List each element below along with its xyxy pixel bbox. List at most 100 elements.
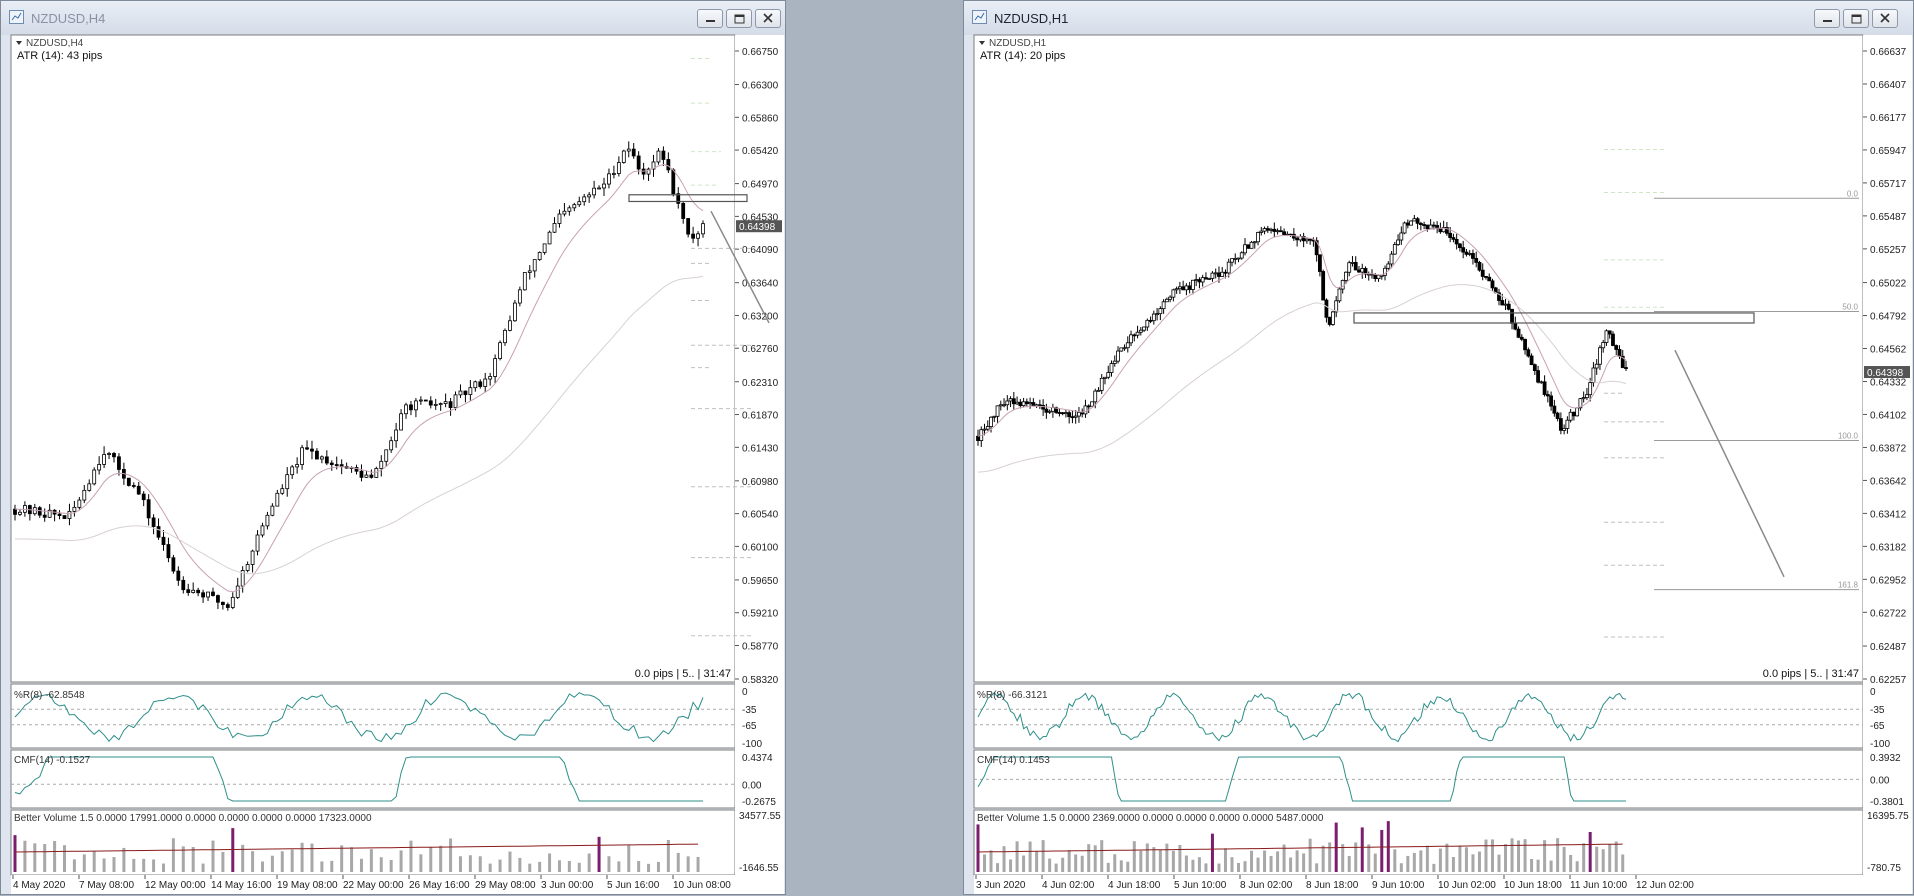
price-tick-label: 0.64970 [742, 180, 779, 191]
candle-body [1396, 239, 1400, 245]
price-tick-label: 0.62487 [1870, 642, 1907, 653]
volume-bar [1393, 849, 1397, 872]
volume-bar [1510, 838, 1514, 872]
price-chart-h1[interactable]: 0.66637 0.66407 0.66177 0.65947 0.65717 0.654… [964, 1, 1914, 896]
volume-bar [1517, 840, 1521, 872]
minimize-button[interactable] [1814, 9, 1840, 28]
time-tick-label: 22 May 00:00 [343, 880, 404, 891]
candle-body [1474, 258, 1479, 263]
price-tick-label: 0.63182 [1870, 542, 1907, 553]
current-price-tag [736, 220, 782, 233]
volume-bar [350, 847, 354, 872]
wr-tick-label: -35 [742, 705, 757, 716]
volume-bar [1608, 843, 1612, 872]
volume-bar [1497, 854, 1501, 872]
chart-window-icon [972, 10, 987, 24]
candle-body [1438, 228, 1443, 233]
candle-body [1057, 412, 1062, 414]
volume-bar [458, 856, 462, 872]
volume-bar [1543, 840, 1547, 872]
volume-bar [1328, 842, 1332, 872]
volume-bar [43, 844, 47, 872]
minimize-button[interactable] [697, 9, 723, 28]
volume-bar [1308, 838, 1312, 872]
volume-bar [557, 860, 561, 872]
volume-bar [676, 852, 680, 872]
candle-body [1532, 364, 1537, 371]
candle-body [255, 534, 260, 552]
candle-body [1220, 271, 1225, 277]
candle-body [686, 218, 691, 235]
fib-level-label: 100.0 [1838, 432, 1859, 441]
volume-bar [399, 850, 403, 872]
candle-body [1467, 253, 1472, 255]
price-tick-label: 0.64090 [742, 245, 779, 256]
candle-body [1562, 427, 1567, 431]
candle-body [612, 173, 616, 175]
volume-bar [1412, 852, 1416, 872]
candle-body [1011, 398, 1016, 405]
candle-body [1585, 394, 1589, 398]
candle-body [448, 401, 453, 409]
time-tick-label: 12 May 00:00 [145, 880, 206, 891]
volume-bar [528, 863, 532, 872]
candle-body [1236, 257, 1241, 260]
window-title: NZDUSD,H4 [31, 11, 106, 26]
candle-body [1571, 411, 1576, 417]
time-tick-label: 10 Jun 02:00 [1438, 880, 1496, 891]
candle-body [1620, 355, 1625, 368]
candle-body [1021, 401, 1026, 407]
fib-level-label: 50.0 [1842, 303, 1858, 312]
volume-bar [1562, 846, 1566, 872]
candle-body [404, 404, 408, 415]
restore-button[interactable] [726, 9, 752, 28]
price-chart-h4[interactable]: 0.66750 0.66300 0.65860 0.65420 0.64970 0.645… [1, 1, 787, 896]
cmf-tick-label: -0.2675 [742, 797, 776, 808]
candle-body [428, 400, 433, 406]
candle-body [1028, 402, 1033, 405]
volume-bar [132, 858, 136, 872]
chart-window-h1[interactable]: NZDUSD,H1 0.66637 0.66407 0.66177 0.65947 0.… [963, 0, 1914, 895]
title-bar[interactable]: NZDUSD,H1 [964, 1, 1913, 35]
candle-body [1347, 262, 1352, 273]
candle-body [1458, 243, 1462, 249]
close-button[interactable] [1872, 9, 1898, 28]
volume-bar [1035, 851, 1039, 872]
candle-body [1217, 272, 1221, 277]
cmf-pane [10, 749, 736, 809]
candle-body [537, 252, 542, 260]
close-button[interactable] [755, 9, 781, 28]
candle-body [285, 474, 290, 490]
projection-trendline [1674, 349, 1785, 578]
volume-bar [1048, 858, 1052, 872]
volume-bar [989, 850, 993, 872]
candle-body [161, 536, 166, 545]
candle-body [1060, 412, 1065, 415]
candle-body [1519, 336, 1524, 340]
volume-bar [1504, 844, 1508, 872]
candle-body [62, 515, 67, 520]
volume-bar [1269, 855, 1273, 872]
volume-bar [1458, 845, 1462, 872]
candle-body [92, 469, 97, 485]
volume-bar [1087, 844, 1091, 872]
price-tick-label: 0.62310 [742, 378, 779, 389]
candle-body [1031, 402, 1036, 407]
volume-bar [231, 828, 235, 872]
candle-body [131, 485, 136, 487]
title-bar[interactable]: NZDUSD,H4 [1, 1, 785, 35]
chart-window-h4[interactable]: NZDUSD,H4 0.66750 0.66300 0.65860 0.65420 0.… [0, 0, 786, 895]
candle-body [359, 470, 364, 478]
candle-body [1598, 347, 1602, 365]
candle-body [1331, 311, 1335, 325]
volume-bar [1451, 857, 1455, 872]
volume-bar [656, 861, 660, 872]
candle-body [275, 492, 280, 507]
price-tick-label: 0.65022 [1870, 279, 1907, 290]
candle-body [473, 381, 478, 389]
volume-bar [389, 859, 393, 872]
restore-button[interactable] [1843, 9, 1869, 28]
candle-body [1614, 345, 1619, 350]
candle-body [201, 592, 205, 598]
candle-body [1099, 377, 1104, 391]
